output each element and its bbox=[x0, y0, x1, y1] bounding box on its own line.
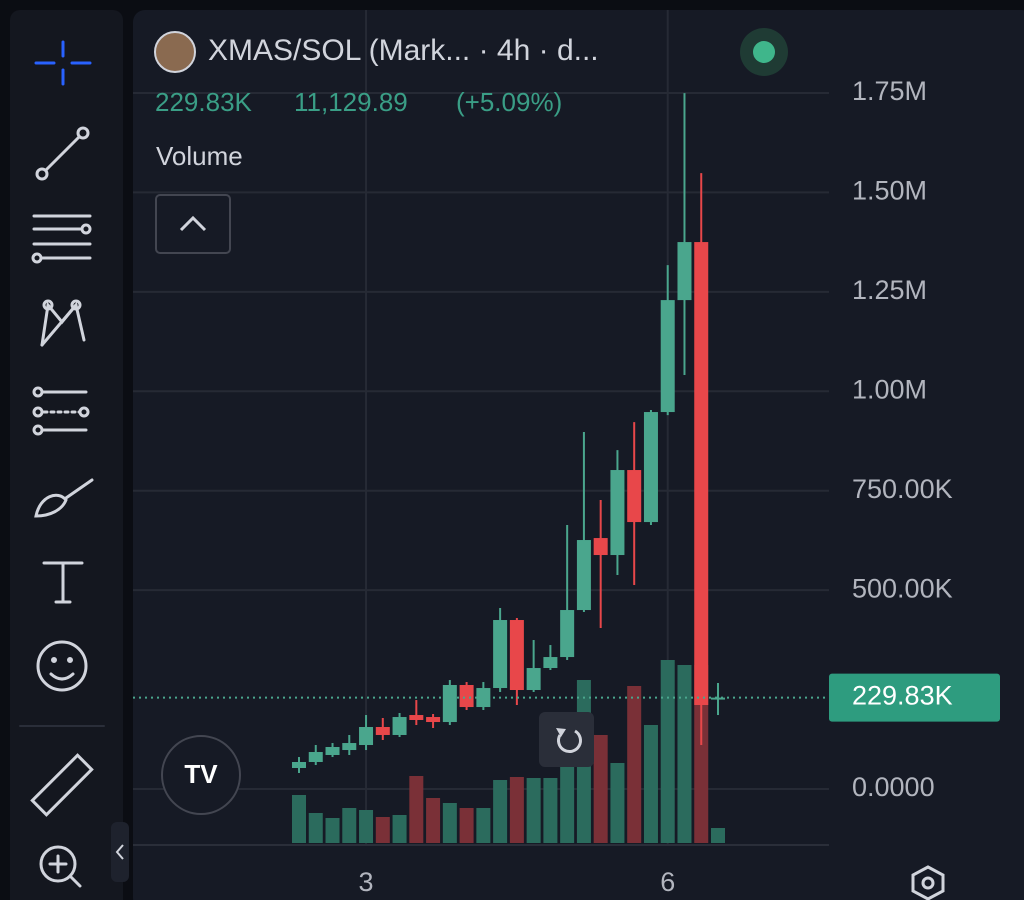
y-tick-label: 750.00K bbox=[852, 474, 953, 504]
toolbar bbox=[10, 10, 123, 900]
candle-body bbox=[442, 684, 457, 723]
reset-arrow bbox=[556, 728, 566, 737]
x-tick-label: 6 bbox=[660, 867, 675, 897]
y-tick-label: 1.75M bbox=[852, 76, 927, 106]
candle-body bbox=[426, 717, 441, 723]
volume-bar bbox=[711, 828, 725, 843]
volume-bar bbox=[560, 765, 575, 843]
candle-body bbox=[509, 620, 524, 691]
volume-bar bbox=[426, 798, 441, 843]
trendline-tool[interactable] bbox=[35, 126, 90, 181]
last-price-tag bbox=[829, 673, 1000, 722]
prediction-tool[interactable] bbox=[32, 386, 90, 436]
candle-body bbox=[643, 412, 658, 523]
fib-tool[interactable] bbox=[31, 214, 92, 264]
volume-bar bbox=[493, 780, 508, 843]
text-tool[interactable] bbox=[42, 561, 84, 604]
y-tick-label: 0.0000 bbox=[852, 772, 935, 802]
volume-bar bbox=[308, 813, 323, 843]
volume-bar bbox=[593, 735, 608, 843]
candle-body bbox=[694, 242, 709, 706]
volume-bar bbox=[643, 725, 658, 843]
candle-body bbox=[627, 470, 642, 523]
candle-body bbox=[409, 715, 424, 720]
logo: TV bbox=[184, 759, 218, 789]
symbol-title: XMAS/SOL (Mark... · 4h · d... bbox=[208, 34, 599, 67]
emoji-tool[interactable] bbox=[36, 640, 88, 692]
change-pct: (+5.09%) bbox=[456, 87, 562, 117]
candle-body bbox=[493, 620, 508, 689]
last-price-label: 229.83K bbox=[852, 681, 953, 711]
zoom-tool[interactable] bbox=[39, 845, 82, 888]
candle-body bbox=[593, 538, 608, 556]
y-tick-label: 1.50M bbox=[852, 176, 927, 206]
volume-bar bbox=[627, 686, 642, 843]
y-tick-label: 1.00M bbox=[852, 374, 927, 404]
candle-body bbox=[375, 726, 390, 735]
candle-body bbox=[711, 697, 725, 700]
indicator-name: Volume bbox=[156, 141, 243, 171]
volume-bar bbox=[543, 778, 558, 843]
price: 229.83K bbox=[155, 87, 253, 117]
chart-panel bbox=[133, 10, 1024, 900]
volume-bar bbox=[509, 777, 524, 843]
volume-bar bbox=[459, 808, 474, 843]
candle-body bbox=[476, 688, 491, 708]
candle-body bbox=[342, 743, 357, 751]
volume-bar bbox=[526, 778, 541, 843]
volume-bar bbox=[660, 660, 675, 843]
collapse-icon bbox=[115, 844, 124, 860]
crosshair-tool[interactable] bbox=[34, 40, 92, 86]
candle-body bbox=[677, 242, 692, 301]
volume-bar bbox=[409, 776, 424, 843]
brush-tool[interactable] bbox=[34, 478, 94, 518]
pattern-tool[interactable] bbox=[40, 299, 86, 347]
plot-area: 0.0000 500.00K 750.00K 1.00M 1.25M 1.50M 1.75M… bbox=[133, 10, 1000, 897]
candle-body bbox=[526, 668, 541, 691]
chevron-up bbox=[179, 215, 207, 232]
volume-bar bbox=[442, 803, 457, 843]
candle-body bbox=[610, 470, 625, 556]
volume-bar bbox=[342, 808, 357, 843]
y-tick-label: 1.25M bbox=[852, 275, 927, 305]
collapse-toolbar[interactable] bbox=[111, 822, 129, 882]
settings-dot bbox=[921, 876, 935, 890]
reset-icon bbox=[557, 729, 582, 753]
token-icon bbox=[154, 31, 196, 73]
y-tick-label: 500.00K bbox=[852, 573, 953, 603]
candle-body bbox=[660, 300, 675, 413]
ruler-tool[interactable] bbox=[30, 753, 94, 817]
settings-icon[interactable] bbox=[911, 865, 945, 900]
candle-body bbox=[308, 752, 323, 762]
candle-body bbox=[292, 761, 306, 769]
candle-body bbox=[543, 657, 558, 669]
candle-body bbox=[576, 540, 591, 611]
volume-bar bbox=[476, 808, 491, 843]
volume-bar bbox=[359, 810, 374, 843]
collapse-indicator[interactable] bbox=[155, 194, 231, 254]
volume-bar bbox=[292, 795, 306, 843]
status-dot bbox=[753, 41, 775, 63]
volume-bar bbox=[392, 815, 407, 843]
change: 11,129.89 bbox=[294, 87, 408, 117]
candle-body bbox=[560, 610, 575, 658]
candle-body bbox=[459, 684, 474, 708]
candle-body bbox=[392, 717, 407, 735]
volume-bar bbox=[325, 818, 340, 843]
x-tick-label: 3 bbox=[359, 867, 374, 897]
candle-body bbox=[325, 747, 340, 755]
logo-button[interactable] bbox=[161, 735, 241, 815]
volume-bar bbox=[610, 763, 625, 843]
reset-button[interactable] bbox=[539, 712, 594, 767]
volume-bar bbox=[677, 665, 692, 843]
tools bbox=[19, 40, 105, 888]
volume-bar bbox=[375, 817, 390, 843]
candle-body bbox=[359, 726, 374, 746]
volume-bar bbox=[694, 665, 709, 843]
